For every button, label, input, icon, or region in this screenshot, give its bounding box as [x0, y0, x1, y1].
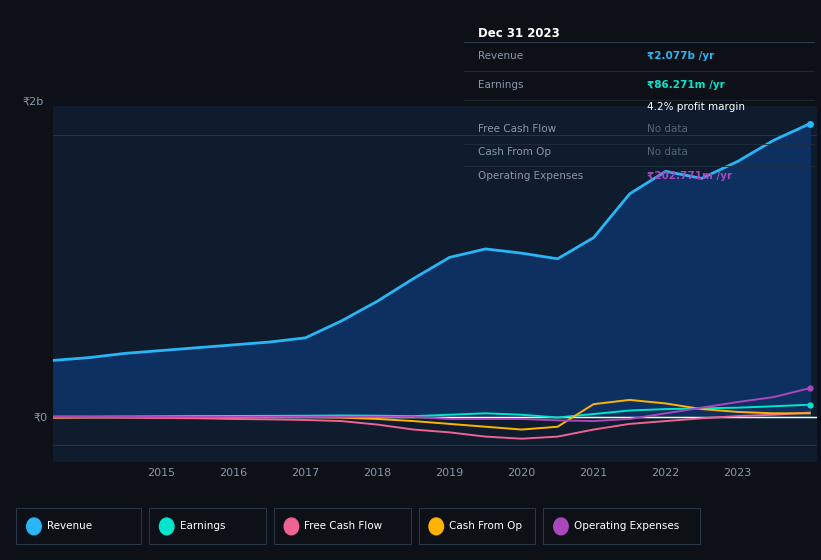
Text: ₹86.271m /yr: ₹86.271m /yr — [647, 80, 724, 90]
Ellipse shape — [159, 518, 174, 535]
Text: ₹202.771m /yr: ₹202.771m /yr — [647, 170, 732, 180]
Text: Earnings: Earnings — [478, 80, 524, 90]
Text: Revenue: Revenue — [478, 51, 523, 61]
Text: No data: No data — [647, 124, 687, 134]
Text: Free Cash Flow: Free Cash Flow — [305, 521, 383, 531]
Text: 4.2% profit margin: 4.2% profit margin — [647, 102, 745, 112]
Text: Revenue: Revenue — [47, 521, 92, 531]
Text: Free Cash Flow: Free Cash Flow — [478, 124, 556, 134]
Text: Operating Expenses: Operating Expenses — [574, 521, 679, 531]
Text: Operating Expenses: Operating Expenses — [478, 170, 583, 180]
Text: Cash From Op: Cash From Op — [449, 521, 522, 531]
Ellipse shape — [553, 518, 568, 535]
Text: ₹2b: ₹2b — [23, 96, 44, 106]
Ellipse shape — [27, 518, 41, 535]
Ellipse shape — [429, 518, 443, 535]
Text: Dec 31 2023: Dec 31 2023 — [478, 27, 560, 40]
Text: Cash From Op: Cash From Op — [478, 147, 551, 157]
Ellipse shape — [284, 518, 299, 535]
Text: No data: No data — [647, 147, 687, 157]
Text: Earnings: Earnings — [180, 521, 225, 531]
Text: ₹2.077b /yr: ₹2.077b /yr — [647, 51, 713, 61]
